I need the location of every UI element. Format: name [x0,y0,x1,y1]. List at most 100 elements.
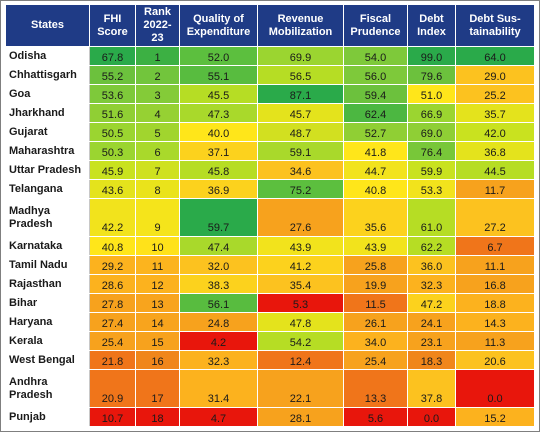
revenue-mobilization-cell: 56.5 [257,65,344,85]
debt-index-cell: 53.3 [407,179,456,199]
column-header-line: Score [97,25,128,38]
fiscal-prudence-cell: 41.8 [343,141,408,161]
fhi-score-cell: 25.4 [89,331,136,351]
column-header: States [5,4,90,47]
column-header-line: Debt [419,12,444,25]
state-name-line: Rajasthan [9,277,62,290]
fiscal-prudence-cell: 35.6 [343,198,408,237]
fiscal-prudence-cell: 56.0 [343,65,408,85]
fhi-score-cell: 40.8 [89,236,136,256]
debt-index-cell: 69.0 [407,122,456,142]
table-row: Gujarat 50.5 5 40.0 48.7 52.7 69.0 42.0 [5,122,535,142]
table-row: Uttar Pradesh 45.9 7 45.8 34.6 44.7 59.9 44.5 [5,160,535,180]
debt-sustainability-cell: 35.7 [455,103,535,123]
fhi-score-cell: 21.8 [89,350,136,370]
debt-index-cell: 18.3 [407,350,456,370]
table-row: Rajasthan 28.6 12 38.3 35.4 19.9 32.3 16.8 [5,274,535,294]
state-name-cell: Gujarat [5,122,90,142]
state-name-cell: Chhattisgarh [5,65,90,85]
state-name-line: Chhattisgarh [9,68,77,81]
debt-sustainability-cell: 36.8 [455,141,535,161]
fiscal-prudence-cell: 59.4 [343,84,408,104]
debt-sustainability-cell: 25.2 [455,84,535,104]
header-row: States FHI Score Rank 2022- 23 Quality of Expen… [5,4,535,47]
state-name-cell: Karnataka [5,236,90,256]
state-name-cell: Andhra Pradesh [5,369,90,408]
debt-sustainability-cell: 20.6 [455,350,535,370]
state-name-line: Haryana [9,315,53,328]
rank-cell: 7 [135,160,180,180]
state-name-cell: Tamil Nadu [5,255,90,275]
table-row: Maharashtra 50.3 6 37.1 59.1 41.8 76.4 36.8 [5,141,535,161]
state-name-line: Pradesh [9,388,53,401]
table-row: Kerala 25.4 15 4.2 54.2 34.0 23.1 11.3 [5,331,535,351]
debt-index-cell: 0.0 [407,407,456,427]
rank-cell: 13 [135,293,180,313]
column-header-line: tainability [469,25,521,38]
table-row: Telangana 43.6 8 36.9 75.2 40.8 53.3 11.7 [5,179,535,199]
debt-index-cell: 76.4 [407,141,456,161]
debt-sustainability-cell: 11.7 [455,179,535,199]
state-name-line: Gujarat [9,125,48,138]
column-header-line: Quality of [193,12,244,25]
rank-cell: 15 [135,331,180,351]
fiscal-prudence-cell: 62.4 [343,103,408,123]
revenue-mobilization-cell: 47.8 [257,312,344,332]
rank-cell: 8 [135,179,180,199]
rank-cell: 4 [135,103,180,123]
revenue-mobilization-cell: 5.3 [257,293,344,313]
state-name-line: Madhya [9,204,50,217]
fhi-score-cell: 45.9 [89,160,136,180]
fiscal-prudence-cell: 19.9 [343,274,408,294]
column-header-line: Revenue [277,12,324,25]
state-name-line: Kerala [9,334,43,347]
fiscal-prudence-cell: 11.5 [343,293,408,313]
debt-sustainability-cell: 15.2 [455,407,535,427]
rank-cell: 16 [135,350,180,370]
fhi-score-cell: 55.2 [89,65,136,85]
fhi-score-cell: 28.6 [89,274,136,294]
fhi-score-cell: 53.6 [89,84,136,104]
debt-sustainability-cell: 6.7 [455,236,535,256]
fhi-score-cell: 67.8 [89,46,136,66]
table-row: Odisha 67.8 1 52.0 69.9 54.0 99.0 64.0 [5,46,535,66]
column-header-line: Rank [144,6,171,18]
column-header-line: Mobilization [268,25,333,38]
state-name-cell: Maharashtra [5,141,90,161]
debt-index-cell: 62.2 [407,236,456,256]
column-header: Rank 2022- 23 [135,4,180,47]
rank-cell: 6 [135,141,180,161]
fiscal-prudence-cell: 25.4 [343,350,408,370]
quality-of-expenditure-cell: 40.0 [179,122,258,142]
state-name-cell: Madhya Pradesh [5,198,90,237]
revenue-mobilization-cell: 28.1 [257,407,344,427]
column-header: Debt Sus-tainability [455,4,535,47]
debt-index-cell: 47.2 [407,293,456,313]
state-name-line: Bihar [9,296,38,309]
rank-cell: 17 [135,369,180,408]
rank-cell: 9 [135,198,180,237]
debt-index-cell: 99.0 [407,46,456,66]
quality-of-expenditure-cell: 56.1 [179,293,258,313]
state-name-line: Andhra [9,375,48,388]
column-header-line: Fiscal [359,12,392,25]
fiscal-prudence-cell: 13.3 [343,369,408,408]
table-row: Tamil Nadu 29.2 11 32.0 41.2 25.8 36.0 11.1 [5,255,535,275]
state-name-cell: Goa [5,84,90,104]
table-row: Goa 53.6 3 45.5 87.1 59.4 51.0 25.2 [5,84,535,104]
column-header-line: 23 [151,32,164,44]
quality-of-expenditure-cell: 45.8 [179,160,258,180]
revenue-mobilization-cell: 45.7 [257,103,344,123]
debt-sustainability-cell: 29.0 [455,65,535,85]
debt-sustainability-cell: 64.0 [455,46,535,66]
quality-of-expenditure-cell: 55.1 [179,65,258,85]
state-name-cell: Haryana [5,312,90,332]
table-row: Karnataka 40.8 10 47.4 43.9 43.9 62.2 6.7 [5,236,535,256]
table-row: Chhattisgarh 55.2 2 55.1 56.5 56.0 79.6 29.0 [5,65,535,85]
debt-index-cell: 24.1 [407,312,456,332]
rank-cell: 11 [135,255,180,275]
fiscal-prudence-cell: 25.8 [343,255,408,275]
revenue-mobilization-cell: 41.2 [257,255,344,275]
revenue-mobilization-cell: 69.9 [257,46,344,66]
column-header: Fiscal Prudence [343,4,408,47]
